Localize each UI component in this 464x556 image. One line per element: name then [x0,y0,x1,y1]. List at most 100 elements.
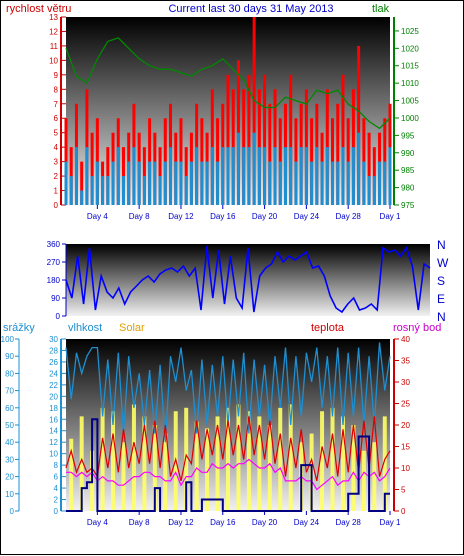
rain-tick-label: 20 [49,392,58,401]
wind-average-bar [111,161,115,205]
wind-gust-bar [289,74,293,205]
day-tick-label: Day 28 [336,212,362,221]
pressure-tick-label: 1010 [401,79,419,88]
wind-average-bar [174,161,178,205]
humidity-tick-label: 0 [10,507,15,516]
temperature-tick-label: 20 [401,421,410,430]
solar-bar [288,404,293,511]
solar-bar [278,407,283,511]
temperature-tick-label: 35 [401,357,410,366]
day-tick-label: Day 8 [129,518,150,527]
pressure-tick-label: 1005 [401,97,419,106]
wind-average-bar [378,161,382,205]
solar-bar [184,407,189,511]
wind-average-bar [195,147,199,205]
temperature-tick-label: 10 [401,464,410,473]
pressure-tick-label: 1025 [401,27,419,36]
temperature-tick-label: 30 [401,378,410,387]
solar-bar [257,416,262,511]
wind-average-bar [388,147,392,205]
rain-tick-label: 28 [49,346,58,355]
solar-bar [163,433,168,511]
day-tick-label: Day 8 [129,212,150,221]
wind-average-bar [121,176,125,205]
solar-bar [121,442,126,511]
wind-average-bar [179,161,183,205]
dewpoint-line [66,458,391,491]
pressure-tick-label: 990 [401,149,415,158]
wind-direction-tick-label: 360 [47,240,61,249]
solar-bar [226,407,230,511]
wind-average-bar [80,190,84,205]
wind-average-bar [357,132,361,205]
wind-gust-bar [268,103,272,205]
wind-speed-tick-label: 4 [54,143,59,152]
wind-speed-axis-label: rychlost větru [6,3,71,15]
wind-average-bar [278,161,282,205]
solar-bar [194,421,199,511]
wind-average-bar [106,176,110,205]
temperature-line [65,416,391,482]
wind-speed-tick-label: 5 [54,129,59,138]
solar-bar [152,425,157,511]
wind-average-bar [210,147,214,205]
wind-speed-tick-label: 1 [54,187,59,196]
wind-gust-bar [341,74,345,205]
wind-average-bar [383,161,387,205]
wind-average-bar [74,147,78,205]
wind-average-bar [153,161,157,205]
temperature-tick-label: 5 [401,486,406,495]
wind-average-bar [268,161,272,205]
wind-gust-bar [263,74,267,205]
wind-average-bar [101,176,105,205]
wind-average-bar [69,176,73,205]
wind-direction-tick-label: 90 [51,294,60,303]
wind-direction-line [65,245,431,314]
day-tick-label: Day 16 [210,212,236,221]
day-tick-label: Day 12 [168,212,194,221]
solar-bar [330,407,335,511]
wind-speed-tick-label: 3 [54,158,59,167]
wind-pressure-series [64,17,392,206]
wind-direction-series [65,245,431,314]
humidity-tick-label: 50 [5,421,14,430]
rain-tick-label: 14 [49,427,58,436]
pressure-line [65,37,391,130]
solar-bar [142,416,147,511]
solar-bar [340,416,345,511]
wind-gust-bar [80,161,84,205]
wind-average-bar [299,147,303,205]
wind-speed-tick-label: 7 [54,100,59,109]
wind-average-bar [331,161,335,205]
temp-humidity-axes: 0102030405060708090100024681012141618202… [1,335,410,527]
humidity-tick-label: 10 [5,490,14,499]
pressure-tick-label: 985 [401,166,415,175]
rain-tick-label: 4 [54,484,59,493]
pressure-tick-label: 1020 [401,44,419,53]
wind-average-bar [346,161,350,205]
chart-title: Current last 30 days 31 May 2013 [168,3,333,15]
humidity-tick-label: 30 [5,455,14,464]
wind-average-bar [205,161,209,205]
wind-average-bar [351,147,355,205]
rain-tick-label: 22 [49,381,58,390]
day-tick-label: Day 20 [252,212,278,221]
day-tick-label: Day 4 [87,518,108,527]
wind-average-bar [304,147,308,205]
dewpoint-label: rosný bod [393,322,441,334]
humidity-tick-label: 80 [5,369,14,378]
day-tick-label: Day 24 [294,212,320,221]
pressure-tick-label: 1000 [401,114,419,123]
wind-average-bar [85,147,89,205]
rain-tick-label: 26 [49,358,58,367]
wind-average-bar [95,161,99,205]
wind-average-bar [252,132,256,205]
wind-average-bar [189,161,193,205]
wind-gust-bar [336,103,340,205]
wind-average-bar [127,161,131,205]
solar-bar [246,411,251,511]
solar-label: Solar [119,322,145,334]
solar-bar [320,411,325,511]
